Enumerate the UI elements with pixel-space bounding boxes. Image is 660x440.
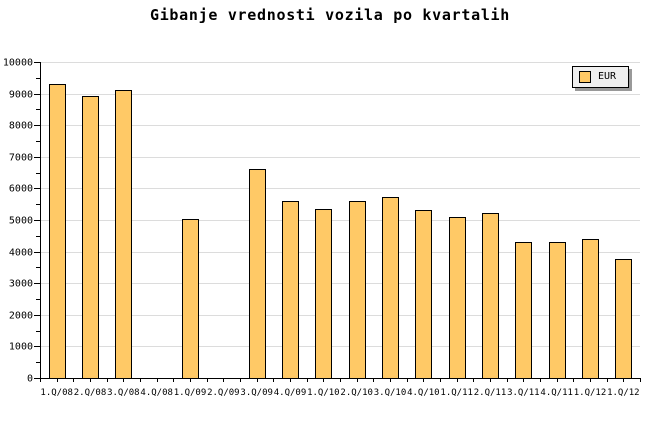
y-tick-label: 3000 (9, 279, 33, 290)
y-tick-label: 2000 (9, 311, 33, 322)
bar (449, 217, 466, 379)
x-tick-label: 4.Q/10 (407, 388, 440, 398)
x-tick-label: 3.Q/09 (240, 388, 273, 398)
y-tick-label: 1000 (9, 342, 33, 353)
legend-swatch-icon (579, 71, 591, 83)
x-tick-label: 4.Q/11 (540, 388, 573, 398)
x-tick-label: 4.Q/08 (140, 388, 173, 398)
x-tick-label: 1.Q/08 (40, 388, 73, 398)
y-tick-label: 7000 (9, 153, 33, 164)
y-tick-label: 10000 (3, 58, 33, 69)
y-tick-label: 8000 (9, 121, 33, 132)
legend-label: EUR (598, 71, 617, 82)
bar (515, 242, 532, 379)
bar (349, 201, 366, 379)
x-tick-label: 1.Q/09 (174, 388, 207, 398)
bar (382, 197, 399, 379)
bar (82, 96, 99, 379)
bar (415, 210, 432, 379)
chart-title: Gibanje vrednosti vozila po kvartalih (149, 6, 511, 24)
bar (582, 239, 599, 379)
x-tick-label: 4.Q/09 (274, 388, 307, 398)
y-tick-label: 9000 (9, 90, 33, 101)
y-tick-label: 6000 (9, 184, 33, 195)
x-tick-label: 1.Q/10 (307, 388, 340, 398)
bar (315, 209, 332, 379)
y-tick-label: 0 (27, 374, 33, 385)
bar (182, 219, 199, 379)
x-tick-label: 1.Q/11 (440, 388, 473, 398)
x-tick-label: 1.Q/12 (574, 388, 607, 398)
bar (615, 259, 632, 379)
legend: EUR (572, 66, 629, 88)
y-tick-label: 5000 (9, 216, 33, 227)
bar (249, 169, 266, 379)
x-tick-label: 2.Q/10 (340, 388, 373, 398)
x-tick-label: 2.Q/09 (207, 388, 240, 398)
bar (549, 242, 566, 379)
x-tick-label: 3.Q/08 (107, 388, 140, 398)
x-tick-label: 3.Q/10 (374, 388, 407, 398)
x-tick-label: 2.Q/08 (74, 388, 107, 398)
x-tick-label: 3.Q/11 (507, 388, 540, 398)
x-tick-label: 2.Q/11 (474, 388, 507, 398)
y-tick-label: 4000 (9, 248, 33, 259)
bar (49, 84, 66, 379)
bar (115, 90, 132, 379)
bar (282, 201, 299, 379)
x-tick-label: 1.Q/12 (607, 388, 640, 398)
bar (482, 213, 499, 379)
